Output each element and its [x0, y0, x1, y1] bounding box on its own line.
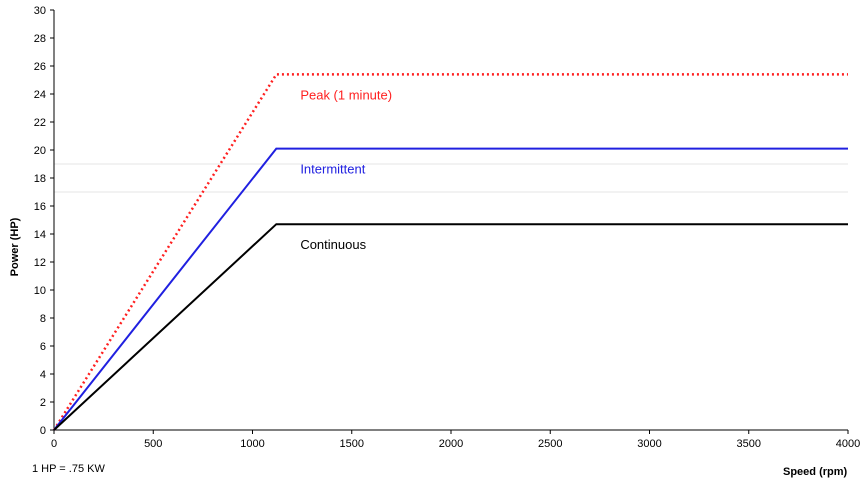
series-label: Intermittent: [300, 162, 365, 177]
y-tick-label: 4: [40, 369, 46, 381]
series-line-intermittent: [53, 147, 848, 431]
x-axis-ticks: 0 500 1000 1500 2000 2500 3000 3500 4000: [51, 430, 860, 450]
series-labels: Peak (1 minute) Intermittent Continuous: [300, 87, 392, 252]
y-axis-title: Power (HP): [9, 217, 21, 276]
y-tick-label: 26: [34, 61, 46, 73]
y-tick-label: 20: [34, 145, 46, 157]
y-tick-label: 6: [40, 341, 46, 353]
x-tick-label: 2000: [439, 438, 463, 450]
y-tick-label: 18: [34, 173, 46, 185]
y-tick-label: 2: [40, 397, 46, 409]
y-tick-label: 28: [34, 33, 46, 45]
series-line-peak-1-minute: [52, 73, 848, 431]
y-tick-label: 10: [34, 285, 46, 297]
y-tick-label: 14: [34, 229, 46, 241]
series-label: Continuous: [300, 237, 366, 252]
x-tick-label: 500: [144, 438, 162, 450]
y-tick-label: 16: [34, 201, 46, 213]
y-tick-label: 22: [34, 117, 46, 129]
x-tick-label: 1500: [340, 438, 364, 450]
x-tick-label: 1000: [240, 438, 264, 450]
series-layer: [52, 73, 848, 431]
x-axis-title: Speed (rpm): [783, 466, 848, 478]
y-tick-label: 8: [40, 313, 46, 325]
x-tick-label: 3500: [737, 438, 761, 450]
x-tick-label: 4000: [836, 438, 860, 450]
series-label: Peak (1 minute): [300, 87, 392, 102]
x-tick-label: 3000: [637, 438, 661, 450]
x-tick-label: 2500: [538, 438, 562, 450]
y-tick-label: 30: [34, 5, 46, 17]
y-tick-label: 24: [34, 89, 46, 101]
gridlines: [54, 163, 848, 193]
x-tick-label: 0: [51, 438, 57, 450]
series-line-continuous: [53, 223, 848, 431]
y-tick-label: 12: [34, 257, 46, 269]
conversion-note: 1 HP = .75 KW: [32, 463, 105, 475]
y-tick-label: 0: [40, 425, 46, 437]
